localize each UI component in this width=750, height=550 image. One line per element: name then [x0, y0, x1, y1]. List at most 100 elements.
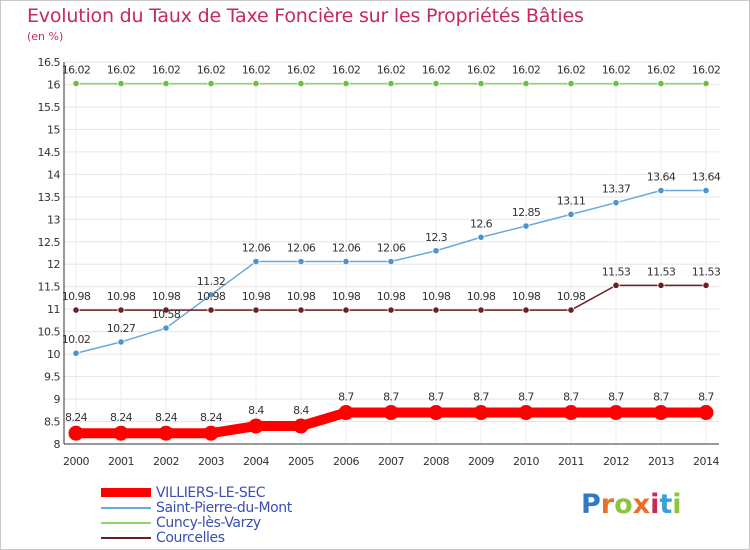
legend-item-courcelles: Courcelles [101, 530, 292, 546]
data-label-villiers-le-sec: 8.4 [293, 404, 309, 417]
data-point-courcelles [297, 306, 305, 314]
data-label-villiers-le-sec: 8.24 [110, 411, 133, 424]
legend-item-cuncy-l-s-varzy: Cuncy-lès-Varzy [101, 514, 292, 531]
data-point-saint-pierre-du-mont [702, 186, 710, 195]
data-label-cuncy-l-s-varzy: 16.02 [197, 64, 226, 77]
x-tick-label: 2010 [513, 455, 539, 468]
logo-letter: i [650, 489, 660, 520]
data-point-cuncy-l-s-varzy [72, 79, 80, 88]
data-point-courcelles [72, 306, 80, 314]
data-point-courcelles [342, 306, 350, 314]
x-tick-label: 2006 [333, 455, 359, 468]
data-point-courcelles [477, 306, 485, 314]
data-label-cuncy-l-s-varzy: 16.02 [62, 64, 91, 77]
data-label-courcelles: 10.98 [332, 290, 361, 303]
x-tick-label: 2005 [288, 455, 314, 468]
y-tick-label: 9.5 [44, 371, 60, 384]
data-point-cuncy-l-s-varzy [612, 79, 620, 88]
data-label-saint-pierre-du-mont: 12.06 [287, 242, 316, 255]
data-label-cuncy-l-s-varzy: 16.02 [422, 64, 451, 77]
data-point-courcelles [252, 306, 260, 314]
data-label-cuncy-l-s-varzy: 16.02 [107, 64, 136, 77]
y-tick-label: 14.5 [38, 146, 61, 159]
data-label-saint-pierre-du-mont: 13.64 [647, 171, 676, 184]
logo-letter: t [659, 489, 673, 520]
data-point-villiers-le-sec [563, 405, 579, 421]
proxiti-logo: Proxiti [581, 489, 682, 520]
logo-letter: r [600, 489, 615, 520]
y-tick-label: 13.5 [38, 191, 61, 204]
y-tick-label: 16.5 [38, 56, 61, 69]
data-point-saint-pierre-du-mont [342, 257, 350, 266]
y-tick-label: 9 [54, 393, 61, 406]
y-tick-label: 12 [47, 258, 60, 271]
data-point-saint-pierre-du-mont [657, 186, 665, 195]
x-tick-label: 2003 [198, 455, 224, 468]
chart-legend: VILLIERS-LE-SEC Saint-Pierre-du-Mont Cuncy… [101, 485, 292, 546]
data-point-courcelles [522, 306, 530, 314]
data-label-courcelles: 11.53 [602, 265, 631, 278]
data-point-cuncy-l-s-varzy [432, 79, 440, 88]
data-point-cuncy-l-s-varzy [567, 79, 575, 88]
data-label-villiers-le-sec: 8.7 [383, 391, 399, 404]
data-point-saint-pierre-du-mont [477, 233, 485, 241]
x-tick-label: 2013 [648, 455, 674, 468]
y-tick-label: 13 [47, 213, 60, 226]
data-label-courcelles: 10.98 [287, 290, 316, 303]
data-label-cuncy-l-s-varzy: 16.02 [377, 64, 406, 77]
data-point-courcelles [162, 306, 170, 314]
data-point-villiers-le-sec [68, 425, 84, 441]
data-point-villiers-le-sec [698, 405, 714, 421]
data-point-saint-pierre-du-mont [117, 338, 125, 346]
legend-label: Cuncy-lès-Varzy [156, 514, 261, 531]
data-label-cuncy-l-s-varzy: 16.02 [557, 64, 586, 77]
data-label-cuncy-l-s-varzy: 16.02 [242, 64, 271, 77]
data-label-courcelles: 10.98 [377, 290, 406, 303]
legend-item-villiers-le-sec: VILLIERS-LE-SEC [101, 485, 292, 501]
data-point-villiers-le-sec [158, 425, 174, 441]
data-point-villiers-le-sec [518, 405, 534, 421]
data-point-saint-pierre-du-mont [387, 257, 395, 266]
data-point-saint-pierre-du-mont [72, 349, 80, 357]
legend-swatch [101, 521, 151, 524]
data-point-cuncy-l-s-varzy [477, 79, 485, 88]
logo-letter: o [614, 489, 633, 520]
data-point-courcelles [657, 281, 665, 289]
x-tick-label: 2001 [108, 455, 134, 468]
legend-swatch [101, 536, 151, 539]
data-point-saint-pierre-du-mont [162, 324, 170, 332]
data-label-saint-pierre-du-mont: 10.02 [62, 333, 91, 346]
data-label-courcelles: 10.98 [557, 290, 586, 303]
data-point-cuncy-l-s-varzy [522, 79, 530, 88]
data-point-courcelles [612, 281, 620, 289]
y-tick-label: 11 [47, 303, 60, 316]
data-point-cuncy-l-s-varzy [342, 79, 350, 88]
data-label-villiers-le-sec: 8.7 [338, 391, 354, 404]
data-point-cuncy-l-s-varzy [387, 79, 395, 88]
x-tick-label: 2014 [693, 455, 719, 468]
legend-item-saint-pierre-du-mont: Saint-Pierre-du-Mont [101, 500, 292, 516]
y-tick-label: 11.5 [38, 281, 61, 294]
data-label-villiers-le-sec: 8.7 [563, 391, 579, 404]
data-point-villiers-le-sec [608, 405, 624, 421]
x-tick-label: 2009 [468, 455, 494, 468]
data-label-saint-pierre-du-mont: 12.06 [332, 242, 361, 255]
data-label-courcelles: 11.53 [647, 265, 676, 278]
data-label-villiers-le-sec: 8.24 [155, 411, 178, 424]
y-tick-label: 12.5 [38, 236, 61, 249]
data-label-saint-pierre-du-mont: 10.27 [107, 322, 136, 335]
x-tick-label: 2002 [153, 455, 179, 468]
y-tick-label: 16 [47, 78, 60, 91]
y-tick-label: 10.5 [38, 326, 61, 339]
data-label-villiers-le-sec: 8.24 [200, 411, 223, 424]
data-point-villiers-le-sec [428, 405, 444, 421]
data-point-saint-pierre-du-mont [612, 199, 620, 207]
data-label-cuncy-l-s-varzy: 16.02 [152, 64, 181, 77]
x-tick-label: 2011 [558, 455, 584, 468]
series-courcelles [72, 281, 710, 314]
data-point-saint-pierre-du-mont [432, 247, 440, 255]
data-label-villiers-le-sec: 8.24 [65, 411, 88, 424]
data-label-courcelles: 10.98 [467, 290, 496, 303]
